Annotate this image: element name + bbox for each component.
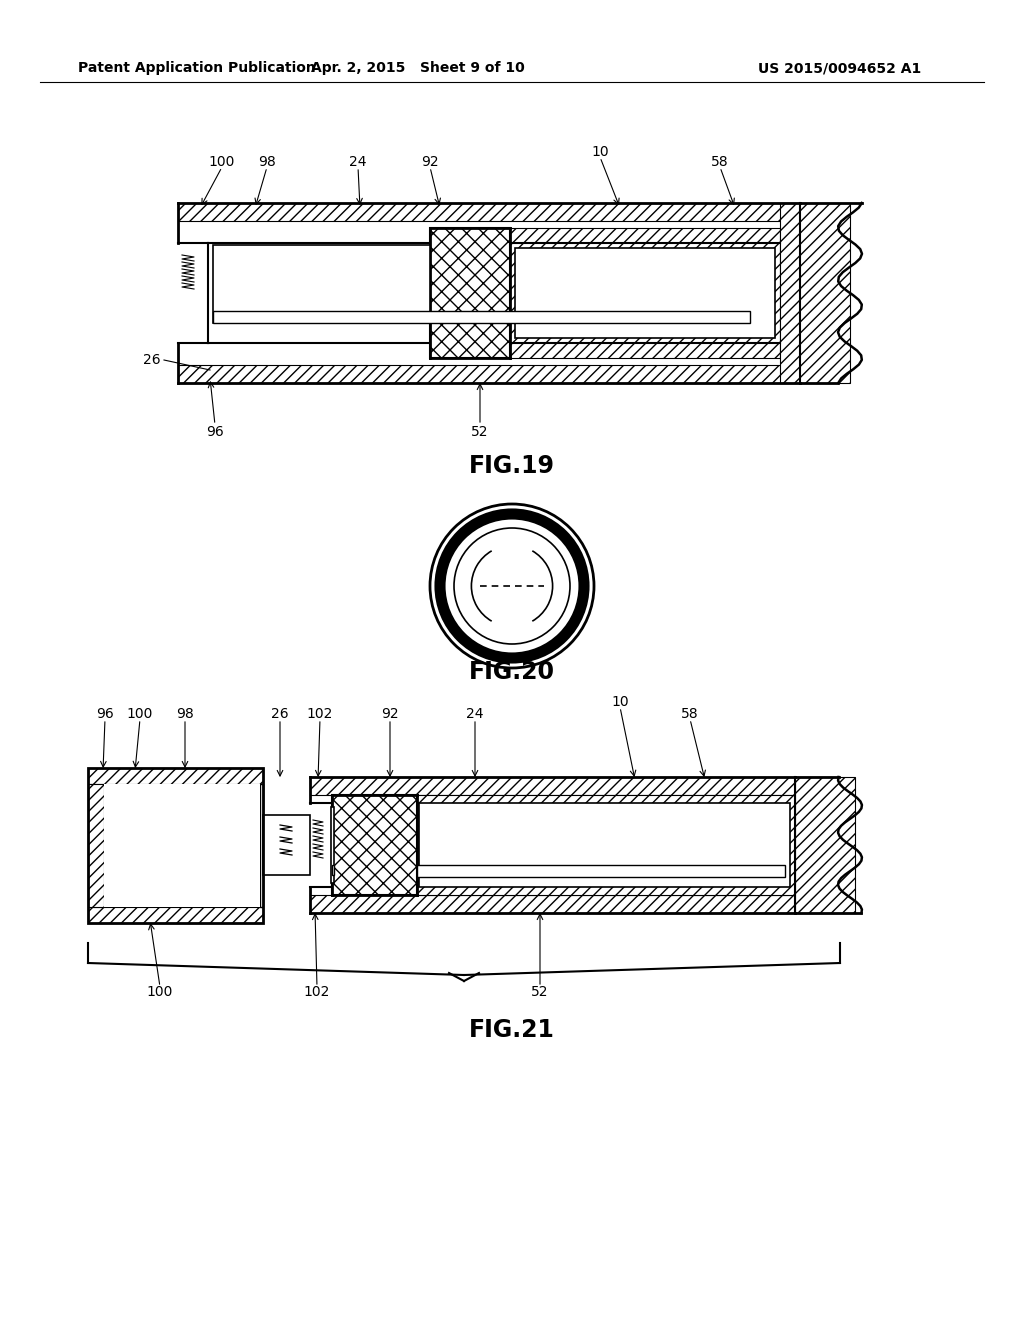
Text: 102: 102 xyxy=(307,708,333,721)
Text: 96: 96 xyxy=(206,425,224,440)
Text: Apr. 2, 2015   Sheet 9 of 10: Apr. 2, 2015 Sheet 9 of 10 xyxy=(311,61,525,75)
Bar xyxy=(88,784,104,907)
Bar xyxy=(260,784,263,907)
Text: 98: 98 xyxy=(258,154,275,169)
Circle shape xyxy=(430,504,594,668)
Text: 24: 24 xyxy=(349,154,367,169)
Text: FIG.20: FIG.20 xyxy=(469,660,555,684)
Bar xyxy=(310,895,840,913)
Text: 96: 96 xyxy=(96,708,114,721)
Text: 52: 52 xyxy=(531,985,549,999)
Bar xyxy=(332,865,334,875)
Bar xyxy=(780,203,850,383)
Bar xyxy=(417,795,795,895)
Text: 58: 58 xyxy=(681,708,698,721)
Text: 100: 100 xyxy=(146,985,173,999)
Text: 26: 26 xyxy=(271,708,289,721)
Bar xyxy=(88,768,263,784)
Bar xyxy=(515,248,775,338)
Text: 100: 100 xyxy=(209,154,236,169)
Bar xyxy=(310,777,840,795)
Bar xyxy=(795,777,855,913)
Text: FIG.21: FIG.21 xyxy=(469,1018,555,1041)
Bar xyxy=(88,768,263,923)
Bar xyxy=(430,228,510,358)
Text: 58: 58 xyxy=(712,154,729,169)
Bar xyxy=(419,803,790,887)
Bar xyxy=(332,795,417,895)
Text: US 2015/0094652 A1: US 2015/0094652 A1 xyxy=(759,61,922,75)
Text: 10: 10 xyxy=(611,696,629,709)
Text: 92: 92 xyxy=(421,154,439,169)
Bar xyxy=(213,312,750,323)
Text: FIG.19: FIG.19 xyxy=(469,454,555,478)
Text: 24: 24 xyxy=(466,708,483,721)
Circle shape xyxy=(454,528,570,644)
Bar xyxy=(88,907,263,923)
Text: Patent Application Publication: Patent Application Publication xyxy=(78,61,315,75)
Bar xyxy=(510,228,780,358)
Text: 98: 98 xyxy=(176,708,194,721)
Bar xyxy=(178,203,800,220)
Text: 52: 52 xyxy=(471,425,488,440)
Text: 102: 102 xyxy=(304,985,330,999)
Bar xyxy=(417,865,785,876)
Text: 100: 100 xyxy=(127,708,154,721)
Text: 92: 92 xyxy=(381,708,398,721)
Bar xyxy=(104,784,260,907)
Text: 26: 26 xyxy=(143,352,161,367)
Bar xyxy=(263,814,310,875)
Bar xyxy=(213,246,430,323)
Bar xyxy=(331,807,334,883)
Bar xyxy=(178,366,800,383)
Text: 10: 10 xyxy=(591,145,609,158)
